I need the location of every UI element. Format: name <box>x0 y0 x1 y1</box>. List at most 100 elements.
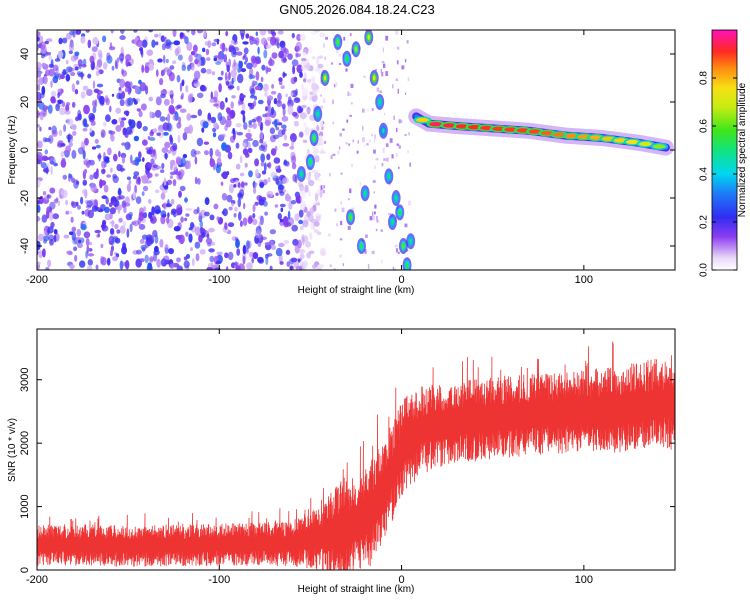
spectrogram-cell <box>298 209 304 218</box>
spectrogram-cell <box>317 264 324 269</box>
snr-series <box>37 341 675 570</box>
spectrogram-cell <box>347 198 350 201</box>
spectrogram-cell <box>287 99 294 108</box>
spectrogram-cell <box>266 153 271 161</box>
spectrogram-cell <box>172 60 177 65</box>
spectrogram-cell <box>260 161 265 167</box>
spectrogram-cell <box>398 166 400 169</box>
spectrogram-cell <box>40 162 47 169</box>
spectrogram-background <box>37 30 675 270</box>
spectrogram-cell <box>90 182 97 193</box>
spectrogram-cell <box>338 146 341 150</box>
spectrogram-cell <box>211 71 216 76</box>
spectrogram-cell <box>70 55 78 62</box>
spectrogram-cell <box>363 75 366 78</box>
spectrogram-cell <box>58 129 63 136</box>
spectrogram-cell <box>74 254 78 262</box>
spectrogram-cell <box>408 132 410 136</box>
streak-core <box>378 99 381 105</box>
spectrogram-cell <box>57 50 64 59</box>
spectrogram-cell <box>213 96 218 103</box>
spectrogram-cell <box>176 122 182 129</box>
spectrogram-cell <box>114 223 119 229</box>
spectrogram-cell <box>336 223 338 227</box>
spectrogram-cell <box>394 268 396 270</box>
spectrogram-cell <box>172 163 177 171</box>
spectrogram-cell <box>50 90 57 97</box>
spectrogram-cell <box>119 78 126 88</box>
spectrogram-cell <box>380 229 383 232</box>
spectrogram-cell <box>321 250 325 256</box>
spectrogram-cell <box>381 60 385 64</box>
spectrogram-cell <box>120 152 127 159</box>
spectrogram-cell <box>294 174 298 184</box>
spectrogram-cell <box>105 97 110 106</box>
spectrogram-cell <box>121 91 126 99</box>
spectrogram-cell <box>289 265 294 270</box>
spectrogram-cell <box>184 126 191 134</box>
spectrogram-cell <box>235 237 239 241</box>
spectrogram-cell <box>76 228 82 237</box>
spectrogram-cell <box>343 36 346 41</box>
spectrogram-cell <box>283 134 287 141</box>
spectrogram-cell <box>163 152 169 159</box>
spectrogram-cell <box>201 232 205 239</box>
spectrogram-cell <box>280 45 287 53</box>
spectrogram-cell <box>340 201 343 205</box>
spectrogram-x-label: Height of straight line (km) <box>298 285 415 296</box>
spectrogram-cell <box>221 42 226 53</box>
spectrogram-cell <box>136 120 142 129</box>
spectrogram-cell <box>106 52 111 61</box>
spectrogram-cell <box>97 154 102 160</box>
spectrogram-cell <box>193 52 198 58</box>
spectrogram-cell <box>155 209 162 214</box>
spectrogram-cell <box>115 124 122 132</box>
spectrogram-cell <box>304 64 308 69</box>
y-tick-label: -20 <box>19 190 31 206</box>
spectrogram-cell <box>134 85 139 94</box>
snr-y-label: SNR (10 * v/v) <box>7 418 18 482</box>
spectrogram-cell <box>303 78 307 83</box>
spectrogram-cell <box>260 215 264 226</box>
colorbar-gradient <box>711 29 738 271</box>
spectrogram-cell <box>152 128 158 133</box>
spectrogram-cell <box>269 36 277 46</box>
spectrogram-cell <box>126 176 131 181</box>
spectrogram-cell <box>371 250 375 255</box>
spectrogram-cell <box>39 126 42 132</box>
spectrogram-cell <box>222 208 228 217</box>
spectrogram-cell <box>269 265 273 270</box>
spectrogram-cell <box>209 255 215 263</box>
spectrogram-cell <box>129 119 136 129</box>
spectrogram-cell <box>48 126 52 131</box>
spectrogram-cell <box>279 191 285 196</box>
spectrogram-cell <box>351 102 353 105</box>
spectrogram-cell <box>126 143 131 148</box>
spectrogram-cell <box>209 214 215 221</box>
spectrogram-cell <box>46 207 51 214</box>
spectrogram-cell <box>233 184 237 188</box>
spectrogram-cell <box>242 255 246 265</box>
spectrogram-cell <box>299 34 306 41</box>
spectrogram-cell <box>57 200 61 206</box>
spectrogram-cell <box>365 234 368 238</box>
spectrogram-cell <box>138 223 146 230</box>
spectrogram-cell <box>279 218 284 223</box>
spectrogram-cell <box>102 35 107 43</box>
spectrogram-cell <box>226 194 233 203</box>
spectrogram-cell <box>282 177 289 184</box>
spectrogram-cell <box>376 87 380 92</box>
spectrogram-cell <box>119 225 126 234</box>
spectrogram-cell <box>238 60 241 70</box>
spectrogram-cell <box>301 60 307 66</box>
spectrogram-cell <box>342 128 345 131</box>
spectrogram-cell <box>197 92 204 99</box>
spectrogram-cell <box>94 138 99 144</box>
spectrogram-cell <box>43 157 50 161</box>
spectrogram-cell <box>260 153 266 163</box>
spectrogram-cell <box>83 104 90 115</box>
spectrogram-cell <box>295 88 298 96</box>
spectrogram-cell <box>220 172 227 178</box>
spectrogram-cell <box>170 97 174 105</box>
x-tick-label: -100 <box>208 274 230 286</box>
